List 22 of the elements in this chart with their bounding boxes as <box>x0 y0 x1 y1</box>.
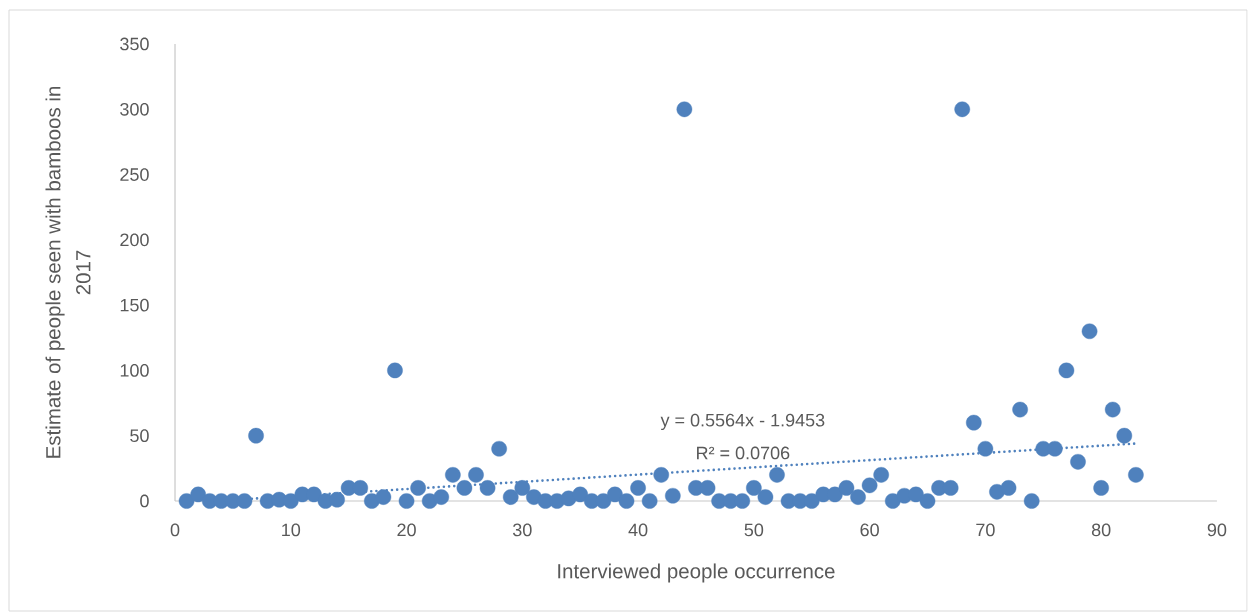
annotation: R² = 0.0706 <box>697 446 790 460</box>
x-axis-title: Interviewed people occurrence <box>558 563 835 583</box>
x-tick-label: 10 <box>282 523 301 537</box>
y-tick-label: 100 <box>120 364 149 377</box>
x-tick-label: 30 <box>512 523 532 537</box>
y-axis-title: Estimate of people seen with bamboos in 2017 <box>45 87 91 458</box>
y-tick-label: 200 <box>120 233 149 247</box>
x-tick-label: 70 <box>976 523 995 537</box>
x-tick-label: 60 <box>860 523 879 537</box>
x-tick-label: 90 <box>1207 523 1227 537</box>
y-tick-label: 0 <box>140 494 149 508</box>
x-tick-label: 40 <box>628 523 648 537</box>
y-tick-label: 50 <box>130 429 149 443</box>
x-tick-label: 80 <box>1091 523 1111 537</box>
y-tick-label: 150 <box>120 298 149 312</box>
y-tick-label: 300 <box>120 102 149 116</box>
y-tick-label: 350 <box>120 37 149 51</box>
x-tick-label: 0 <box>170 523 180 537</box>
y-tick-label: 250 <box>120 168 149 181</box>
x-tick-label: 20 <box>397 523 416 537</box>
x-tick-label: 50 <box>744 523 764 537</box>
annotation: y = 0.5564x - 1.9453 <box>660 413 825 431</box>
